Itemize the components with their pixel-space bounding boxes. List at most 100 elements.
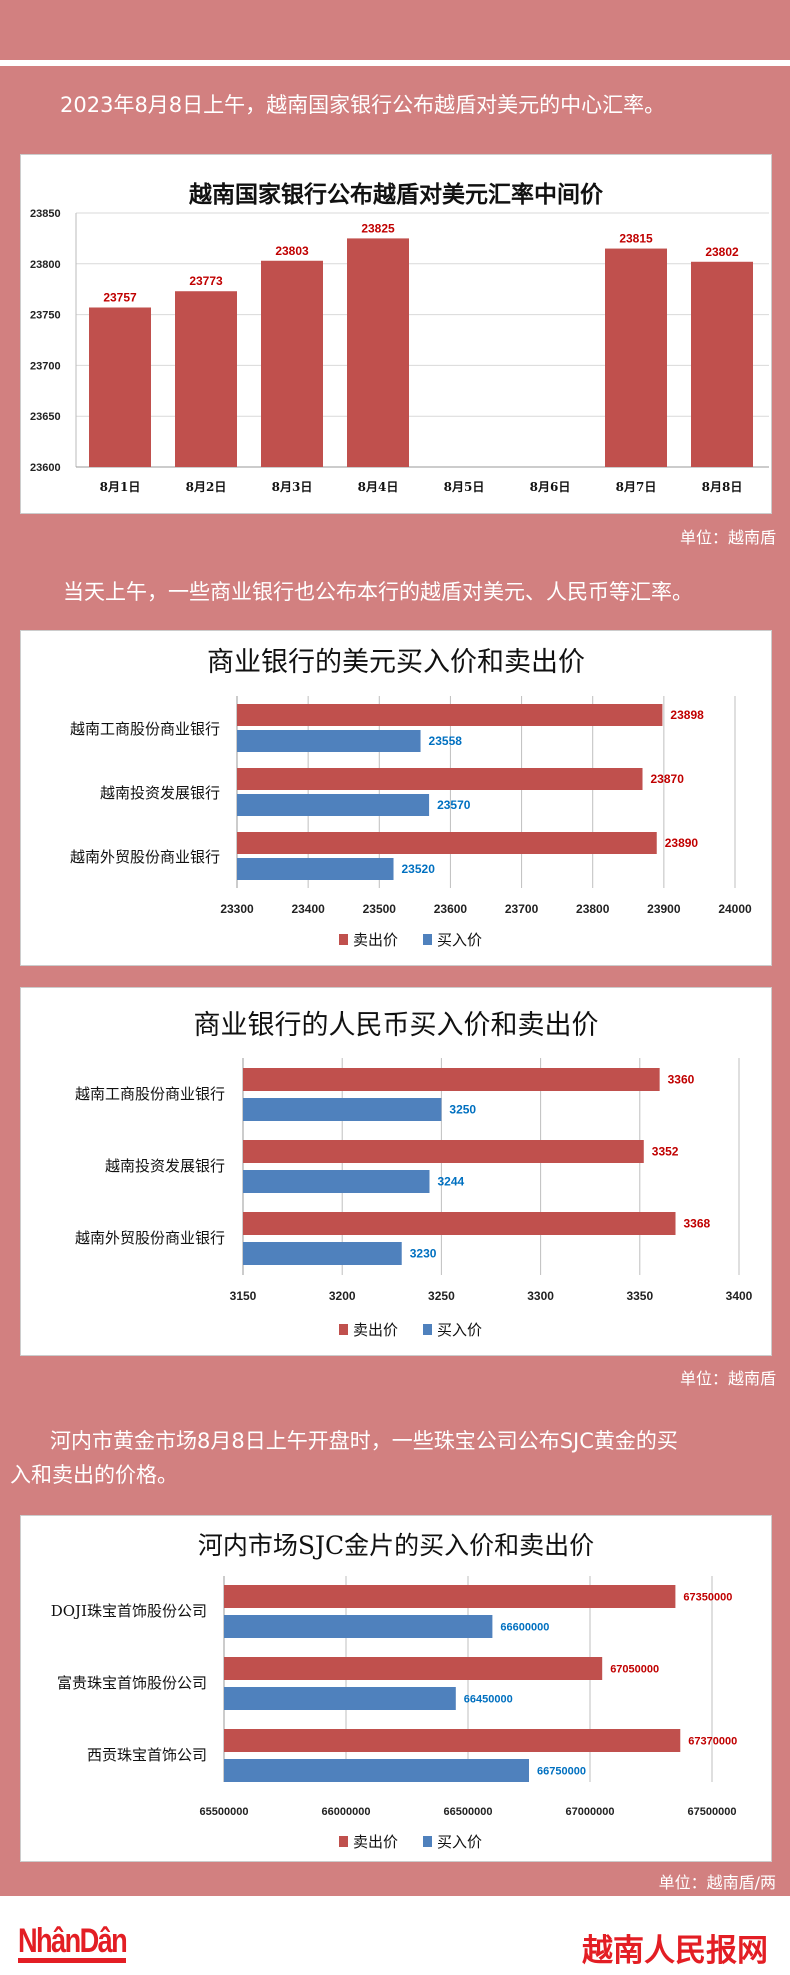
commercial-banks-text: 当天上午，一些商业银行也公布本行的越盾对美元、人民币等汇率。 (63, 580, 693, 604)
bar (175, 291, 237, 467)
divider (0, 60, 790, 66)
x-tick-label: 23300 (220, 902, 254, 916)
legend-swatch (339, 1324, 348, 1335)
x-tick-label: 23500 (363, 902, 397, 916)
data-label: 3244 (437, 1175, 464, 1189)
legend-swatch (423, 934, 432, 945)
y-tick-label: 23850 (30, 208, 61, 220)
data-label: 23803 (275, 244, 309, 258)
x-tick-label: 23700 (505, 902, 539, 916)
category-label: 8月1日 (100, 480, 141, 494)
data-label: 23870 (651, 772, 685, 786)
bar-buy (243, 1098, 442, 1121)
bar (89, 307, 151, 467)
data-label: 66600000 (500, 1622, 549, 1634)
data-label: 67370000 (688, 1736, 737, 1748)
bar-buy (243, 1170, 430, 1193)
bar-sell (224, 1657, 603, 1680)
category-label: 越南工商股份商业银行 (75, 1085, 225, 1103)
data-label: 23898 (670, 708, 704, 722)
data-label: 23815 (619, 232, 653, 246)
category-label: 8月6日 (530, 480, 571, 494)
unit-label-3: 单位：越南盾/两 (658, 1873, 776, 1892)
bar-buy (243, 1242, 402, 1265)
y-tick-label: 23600 (30, 462, 61, 474)
legend-label: 买入价 (437, 1321, 482, 1339)
chart-usd-rates: 商业银行的美元买入价和卖出价 23300 23400 23500 23600 23700 2… (20, 630, 772, 966)
chart-central-rate: 越南国家银行公布越盾对美元汇率中间价 23600 23650 23700 23750 23… (20, 154, 772, 514)
data-label: 23773 (189, 274, 223, 288)
category-label: 8月5日 (444, 480, 485, 494)
data-label: 23520 (402, 862, 436, 876)
bar-sell (237, 704, 663, 726)
category-label: 越南投资发展银行 (105, 1157, 225, 1175)
category-label: 8月2日 (186, 480, 227, 494)
category-label: 越南外贸股份商业银行 (70, 848, 220, 866)
x-tick-label: 3250 (428, 1289, 455, 1303)
data-label: 3352 (652, 1145, 679, 1159)
category-label: 8月8日 (702, 480, 743, 494)
chart-title: 河内市场SJC金片的买入价和卖出价 (198, 1531, 594, 1560)
data-label: 23570 (437, 798, 471, 812)
nhandan-logo[interactable]: NhânDân (18, 1924, 128, 1963)
bar (605, 248, 667, 467)
data-label: 23802 (705, 245, 739, 259)
bar-sell (224, 1585, 676, 1608)
legend-label: 买入价 (437, 931, 482, 949)
intro-text: 2023年8月8日上午，越南国家银行公布越盾对美元的中心汇率。 (60, 93, 666, 117)
vietnamese-peoples-daily-logo[interactable]: 越南人民报网 (582, 1933, 768, 1969)
data-label: 3360 (668, 1073, 695, 1087)
chart-title: 商业银行的人民币买入价和卖出价 (194, 1010, 599, 1041)
data-label: 23825 (361, 221, 395, 235)
bar-sell (237, 832, 657, 854)
category-label: 越南工商股份商业银行 (70, 720, 220, 738)
bar (691, 261, 753, 467)
bar-sell (243, 1140, 644, 1163)
x-tick-label: 3200 (329, 1289, 356, 1303)
x-tick-label: 24000 (718, 902, 752, 916)
data-label: 3250 (449, 1103, 476, 1117)
category-label: 8月3日 (272, 480, 313, 494)
category-label: 8月7日 (616, 480, 657, 494)
x-tick-label: 3150 (230, 1289, 257, 1303)
bar-sell (224, 1729, 681, 1752)
bar-buy (237, 730, 421, 752)
y-tick-label: 23700 (30, 360, 61, 372)
category-label: 8月4日 (358, 480, 399, 494)
y-tick-label: 23800 (30, 259, 61, 271)
legend-label: 卖出价 (353, 931, 398, 949)
gold-text-line1: 河内市黄金市场8月8日上午开盘时，一些珠宝公司公布SJC黄金的买 (50, 1429, 678, 1453)
legend-label: 卖出价 (353, 1321, 398, 1339)
category-label: 越南外贸股份商业银行 (75, 1229, 225, 1247)
data-label: 23757 (103, 290, 137, 304)
data-label: 3368 (684, 1217, 711, 1231)
legend-swatch (339, 1836, 348, 1847)
unit-label-1: 单位：越南盾 (679, 528, 776, 547)
gold-text-line2: 入和卖出的价格。 (10, 1463, 178, 1487)
data-label: 67350000 (683, 1592, 732, 1604)
x-tick-label: 23900 (647, 902, 681, 916)
data-label: 3230 (410, 1247, 437, 1261)
x-tick-label: 66500000 (444, 1806, 493, 1818)
chart-title: 商业银行的美元买入价和卖出价 (207, 647, 585, 678)
bar-sell (237, 768, 643, 790)
x-tick-label: 3300 (527, 1289, 554, 1303)
legend-swatch (339, 934, 348, 945)
x-tick-label: 23800 (576, 902, 610, 916)
chart-gold-prices: 河内市场SJC金片的买入价和卖出价 65500000 66000000 6650000… (20, 1515, 772, 1862)
x-tick-label: 67500000 (688, 1806, 737, 1818)
data-label: 23890 (665, 836, 699, 850)
data-label: 67050000 (610, 1664, 659, 1676)
legend-label: 买入价 (437, 1833, 482, 1851)
bar-sell (243, 1212, 676, 1235)
legend-label: 卖出价 (353, 1833, 398, 1851)
chart-cny-rates: 商业银行的人民币买入价和卖出价 3150 3200 3250 3300 3350 3400 越… (20, 987, 772, 1356)
legend-swatch (423, 1324, 432, 1335)
x-tick-label: 3400 (726, 1289, 753, 1303)
category-label: DOJI珠宝首饰股份公司 (51, 1602, 207, 1620)
x-tick-label: 23400 (291, 902, 325, 916)
y-tick-label: 23750 (30, 310, 61, 322)
bar-buy (224, 1687, 456, 1710)
category-label: 富贵珠宝首饰股份公司 (57, 1674, 207, 1692)
x-tick-label: 66000000 (322, 1806, 371, 1818)
